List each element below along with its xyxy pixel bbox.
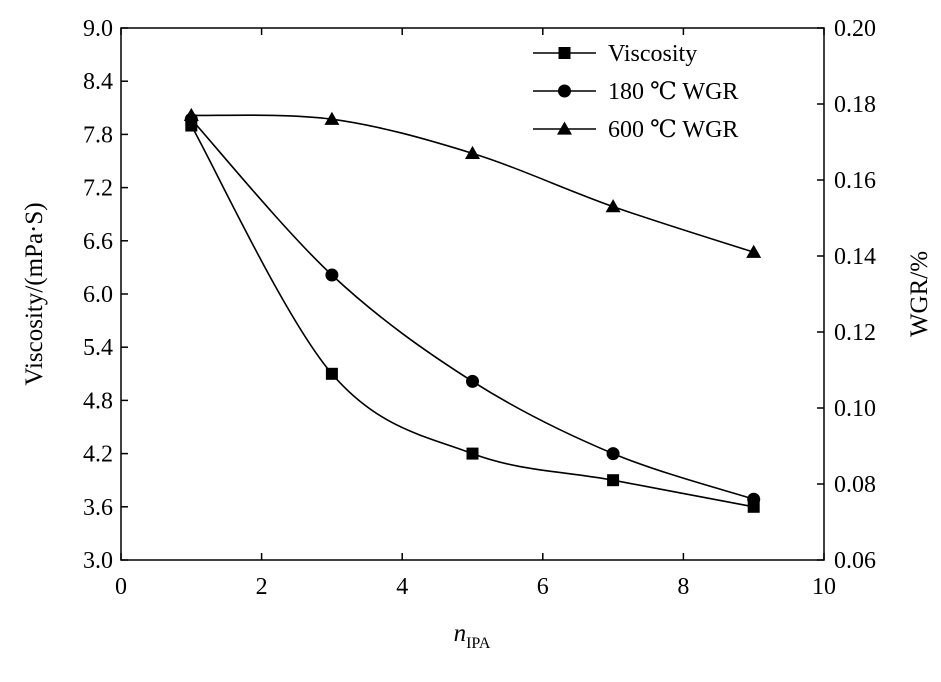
x-tick-label: 4 xyxy=(396,574,408,600)
series-triangle xyxy=(183,107,762,258)
series-circle xyxy=(184,112,761,506)
y-left-tick-label: 4.2 xyxy=(83,442,113,468)
legend: Viscosity 180 ℃ WGR 600 ℃ WGR xyxy=(533,41,738,143)
legend-marker-triangle xyxy=(557,121,572,135)
series-square xyxy=(185,119,760,513)
legend-label: 600 ℃ WGR xyxy=(608,117,738,143)
data-point-circle xyxy=(325,268,339,282)
x-axis-label-main: n xyxy=(454,620,467,647)
series-layer xyxy=(183,107,762,513)
y-left-tick-label: 4.8 xyxy=(83,388,113,414)
plot-frame xyxy=(120,27,825,561)
data-point-square xyxy=(466,447,479,460)
y-axis-right-label: WGR/% xyxy=(906,251,933,337)
x-axis-label-subscript: IPA xyxy=(466,635,491,652)
legend-marker-square xyxy=(558,47,571,59)
y-left-tick-label: 5.4 xyxy=(83,335,113,361)
data-point-triangle xyxy=(183,107,199,122)
y-left-tick-label: 3.0 xyxy=(83,548,113,574)
series-line xyxy=(190,125,754,508)
y-right-tick-label: 0.16 xyxy=(834,168,876,194)
legend-label: 180 ℃ WGR xyxy=(608,79,738,105)
y-right-tick-label: 0.06 xyxy=(834,548,876,574)
data-point-square xyxy=(607,474,620,487)
data-point-circle xyxy=(466,374,479,388)
legend-marker-circle xyxy=(558,84,571,98)
y-right-tick-label: 0.10 xyxy=(834,396,876,422)
x-tick-label: 8 xyxy=(677,574,689,600)
data-point-triangle xyxy=(605,199,621,213)
axis-ticks: 0 2 4 6 8 10 3.0 3.6 4.2 4.8 5.4 6.0 6.6 7.2 7.8 8.4 9.0… xyxy=(83,16,876,600)
y-left-tick-label: 9.0 xyxy=(83,16,113,42)
legend-label: Viscosity xyxy=(608,41,697,67)
x-tick-label: 0 xyxy=(115,574,127,600)
x-axis-label: nIPA xyxy=(454,620,491,652)
x-tick-label: 10 xyxy=(812,574,836,600)
y-left-tick-label: 3.6 xyxy=(83,495,113,521)
y-left-tick-label: 6.0 xyxy=(83,282,113,308)
y-right-tick-label: 0.08 xyxy=(834,472,876,498)
y-right-tick-label: 0.14 xyxy=(834,244,876,270)
data-point-circle xyxy=(747,492,761,506)
data-point-triangle xyxy=(324,111,340,125)
x-tick-label: 2 xyxy=(256,574,268,600)
y-right-tick-label: 0.20 xyxy=(834,16,876,42)
data-point-triangle xyxy=(746,244,762,258)
y-axis-left-label: Viscosity/(mPa·S) xyxy=(21,202,48,385)
x-tick-label: 6 xyxy=(537,574,549,600)
y-left-tick-label: 6.6 xyxy=(83,229,113,255)
data-point-circle xyxy=(606,447,620,461)
data-point-triangle xyxy=(465,145,480,160)
data-point-square xyxy=(325,367,338,380)
y-left-tick-label: 7.2 xyxy=(83,176,113,202)
y-right-tick-label: 0.18 xyxy=(834,92,876,118)
y-left-tick-label: 7.8 xyxy=(83,122,113,148)
series-line xyxy=(190,118,754,500)
y-right-tick-label: 0.12 xyxy=(834,320,876,346)
y-left-tick-label: 8.4 xyxy=(83,69,113,95)
